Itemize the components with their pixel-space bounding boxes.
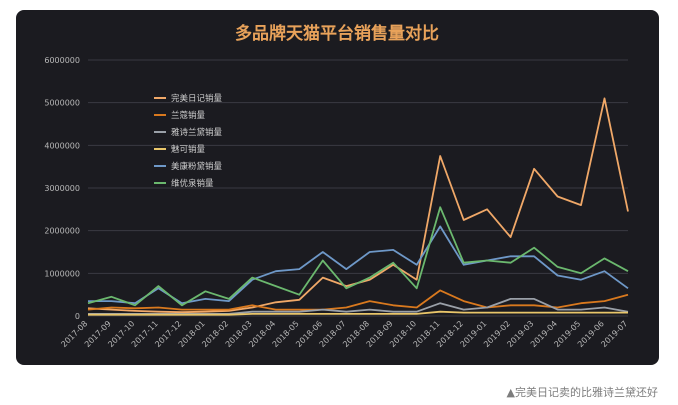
x-axis-ticks: 2017-082017-092017-102017-112017-122018-…	[59, 319, 629, 349]
caption: ▲完美日记卖的比雅诗兰黛还好	[506, 386, 658, 399]
y-tick-label: 6000000	[44, 56, 80, 65]
y-tick-label: 4000000	[44, 141, 80, 150]
series-line-0	[87, 97, 629, 314]
y-tick-label: 5000000	[44, 99, 80, 108]
grid-lines	[88, 59, 628, 317]
series-line-3	[88, 310, 628, 316]
series-lines	[87, 97, 629, 316]
y-tick-label: 0	[75, 312, 80, 321]
legend-label: 魅可销量	[171, 144, 206, 155]
y-tick-label: 2000000	[44, 227, 80, 236]
legend-label: 兰蔻销量	[171, 110, 206, 121]
y-tick-label: 3000000	[44, 184, 80, 193]
legend-label: 雅诗兰黛销量	[171, 127, 223, 138]
series-line-1	[87, 289, 629, 311]
legend-label: 维优泉销量	[171, 178, 214, 189]
line-chart: 多品牌天猫平台销售量对比 0 1000000 2000000 3000000 40000…	[44, 23, 629, 349]
legend-label: 美康粉黛销量	[171, 161, 223, 172]
series-line-5	[87, 206, 629, 307]
y-tick-label: 1000000	[44, 269, 80, 278]
legend-label: 完美日记销量	[171, 93, 223, 104]
chart-card: 多品牌天猫平台销售量对比 0 1000000 2000000 3000000 40000…	[16, 10, 659, 365]
chart-title: 多品牌天猫平台销售量对比	[235, 23, 439, 44]
y-axis-ticks: 0 1000000 2000000 3000000 4000000 5000000 6000…	[44, 56, 80, 321]
series-line-4	[88, 225, 629, 305]
